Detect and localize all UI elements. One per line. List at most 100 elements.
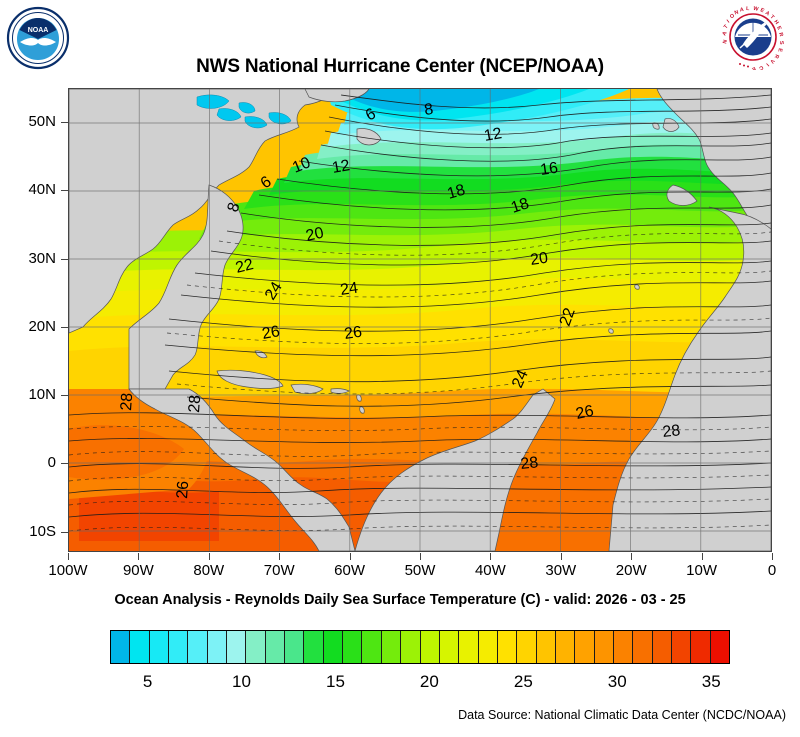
colorbar-cell xyxy=(671,631,692,663)
noaa-logo: NOAA xyxy=(6,6,70,70)
y-axis-label: 0 xyxy=(47,454,56,472)
colorbar-cell xyxy=(285,631,305,663)
colorbar-cell xyxy=(459,631,479,663)
colorbar-cell xyxy=(227,631,247,663)
nws-logo: N A T I O N A L W E A T H E R S E R V I xyxy=(718,4,788,72)
colorbar-tick-label: 10 xyxy=(232,672,251,691)
colorbar-cell xyxy=(246,631,266,663)
y-tick xyxy=(61,258,68,260)
x-axis-label: 50W xyxy=(404,562,436,579)
svg-text:O: O xyxy=(729,13,736,20)
svg-text:E: E xyxy=(759,7,765,14)
x-tick xyxy=(279,553,281,560)
svg-text:16: 16 xyxy=(539,160,559,179)
svg-text:28: 28 xyxy=(186,394,204,413)
svg-text:8: 8 xyxy=(423,101,434,119)
svg-text:T: T xyxy=(769,14,776,21)
colorbar-cell xyxy=(111,631,131,663)
map-caption: Ocean Analysis - Reynolds Daily Sea Surf… xyxy=(114,592,686,608)
colorbar-cell xyxy=(633,631,653,663)
svg-text:26: 26 xyxy=(174,480,192,499)
colorbar-cell xyxy=(594,631,614,663)
svg-text:26: 26 xyxy=(574,403,595,423)
y-tick xyxy=(61,463,68,465)
colorbar-cell xyxy=(362,631,382,663)
x-tick xyxy=(349,553,351,560)
svg-text:12: 12 xyxy=(331,157,352,177)
x-axis-label: 90W xyxy=(122,562,154,579)
svg-text:E: E xyxy=(751,65,757,70)
y-axis-label: 40N xyxy=(28,181,56,199)
colorbar-tick-label: 30 xyxy=(607,672,627,691)
colorbar-tick-label: 25 xyxy=(513,672,533,691)
svg-text:A: A xyxy=(721,31,728,37)
svg-text:S: S xyxy=(778,41,784,45)
x-axis-label: 30W xyxy=(545,562,577,579)
svg-text:C: C xyxy=(758,64,765,70)
y-axis-label: 20N xyxy=(28,317,56,335)
svg-text:22: 22 xyxy=(234,256,255,277)
svg-text:T: T xyxy=(723,23,730,30)
svg-text:N: N xyxy=(722,39,729,44)
x-axis-label: 70W xyxy=(263,562,295,579)
colorbar-cell xyxy=(439,631,460,663)
x-tick xyxy=(631,553,633,560)
colorbar[interactable] xyxy=(110,630,730,664)
svg-text:R: R xyxy=(773,53,780,59)
x-axis-label: 20W xyxy=(615,562,647,579)
colorbar-tick-label: 15 xyxy=(325,672,345,691)
svg-text:R: R xyxy=(777,32,784,37)
colorbar-tick-label: 5 xyxy=(142,672,153,691)
svg-text:28: 28 xyxy=(520,454,540,473)
svg-text:24: 24 xyxy=(339,280,359,299)
svg-text:24: 24 xyxy=(262,279,286,303)
x-tick xyxy=(68,553,69,560)
colorbar-cell xyxy=(517,631,537,663)
data-source-note: Data Source: National Climatic Data Cent… xyxy=(458,708,786,722)
y-axis-label: 10S xyxy=(29,522,56,540)
colorbar-cell xyxy=(304,631,324,663)
colorbar-cell xyxy=(652,631,672,663)
sst-map[interactable]: 6 8 12 16 18 18 6 10 12 8 20 20 22 22 24… xyxy=(68,88,772,552)
y-tick xyxy=(61,531,68,533)
x-tick xyxy=(208,553,210,560)
svg-text:20: 20 xyxy=(529,250,549,269)
sst-map-canvas: 6 8 12 16 18 18 6 10 12 8 20 20 22 22 24… xyxy=(69,89,771,551)
colorbar-cell xyxy=(207,631,228,663)
x-axis-label: 60W xyxy=(334,562,366,579)
x-tick xyxy=(420,553,421,560)
colorbar-container xyxy=(110,630,730,664)
colorbar-cell xyxy=(149,631,170,663)
svg-text:18: 18 xyxy=(445,182,467,203)
x-tick xyxy=(701,553,703,560)
colorbar-cell xyxy=(536,631,556,663)
svg-text:A: A xyxy=(740,7,745,13)
y-axis-label: 50N xyxy=(28,113,56,131)
colorbar-cell xyxy=(381,631,402,663)
colorbar-cell xyxy=(265,631,286,663)
svg-text:28: 28 xyxy=(662,422,682,441)
svg-text:W: W xyxy=(753,6,760,13)
colorbar-cell xyxy=(130,631,150,663)
x-axis-label: 100W xyxy=(48,562,88,579)
y-tick xyxy=(61,122,68,124)
svg-text:V: V xyxy=(768,58,775,65)
x-tick xyxy=(490,553,492,560)
colorbar-cell xyxy=(555,631,576,663)
svg-text:H: H xyxy=(772,19,779,26)
colorbar-cell xyxy=(710,631,729,663)
colorbar-cell xyxy=(478,631,498,663)
svg-text:26: 26 xyxy=(261,323,282,343)
svg-text:20: 20 xyxy=(304,225,325,245)
colorbar-cell xyxy=(169,631,189,663)
page-title: NWS National Hurricane Center (NCEP/NOAA… xyxy=(196,56,604,77)
y-axis-label: 10N xyxy=(28,386,56,404)
x-tick xyxy=(772,553,773,560)
x-axis-label: 10W xyxy=(686,562,718,579)
colorbar-cell xyxy=(613,631,634,663)
svg-text:N: N xyxy=(734,10,740,17)
svg-text:28: 28 xyxy=(118,392,136,411)
colorbar-cell xyxy=(497,631,518,663)
colorbar-cell xyxy=(401,631,421,663)
svg-text:I: I xyxy=(764,62,770,68)
